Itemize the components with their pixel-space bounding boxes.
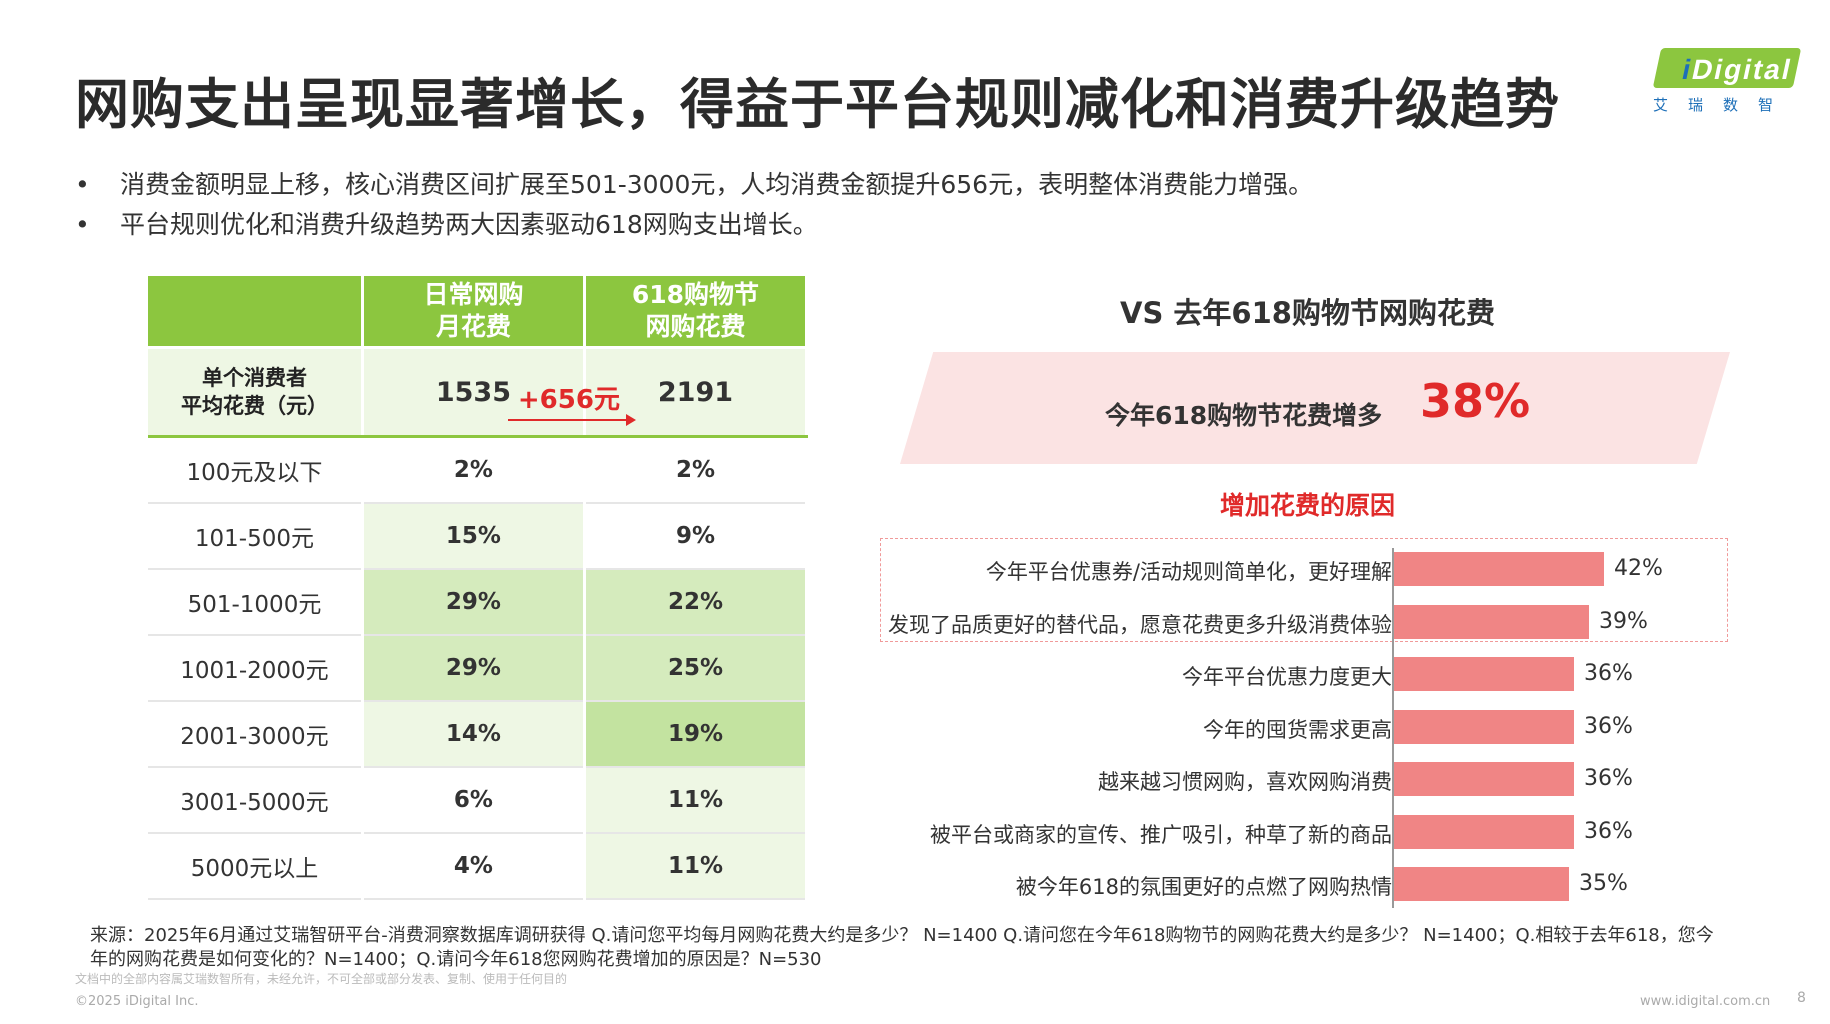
summary-bullets: • 消费金额明显上移，核心消费区间扩展至501-3000元，人均消费金额提升656… — [75, 165, 1313, 245]
reasons-title: 增加花费的原因 — [1220, 491, 1396, 520]
cell-618: 11% — [584, 833, 809, 900]
fine-print: 文档中的全部内容属艾瑞数智所有，未经允许，不可全部或部分发表、复制、使用于任何目… — [75, 972, 568, 986]
logo-text: Digital — [1689, 54, 1796, 85]
table-row: 3001-5000元 6% 11% — [148, 767, 809, 834]
bar-label: 今年的囤货需求更高 — [1203, 717, 1392, 742]
bar — [1394, 657, 1574, 691]
header-618: 618购物节 网购花费 — [584, 276, 809, 349]
bullet-item: • 平台规则优化和消费升级趋势两大因素驱动618网购支出增长。 — [75, 205, 1313, 245]
cell-618: 19% — [584, 701, 809, 768]
row-label: 5000元以上 — [148, 833, 364, 900]
bar-row: 今年的囤货需求更高 36% — [880, 709, 1633, 744]
increase-arrow — [507, 413, 636, 426]
increase-label: +656元 — [517, 384, 620, 415]
cell-daily: 2% — [362, 436, 586, 504]
row-label: 2001-3000元 — [148, 701, 364, 768]
bullet-text: 平台规则优化和消费升级趋势两大因素驱动618网购支出增长。 — [120, 210, 818, 239]
vs-title: VS 去年618购物节网购花费 — [1120, 296, 1495, 330]
cell-618: 22% — [584, 569, 809, 636]
bar-row: 今年平台优惠力度更大 36% — [880, 657, 1633, 691]
bar-label: 被今年618的氛围更好的点燃了网购热情 — [1015, 875, 1392, 899]
bar — [1394, 604, 1589, 639]
row-label: 1001-2000元 — [148, 635, 364, 702]
bar — [1394, 867, 1569, 901]
bar-label: 发现了品质更好的替代品，愿意花费更多升级消费体验 — [888, 612, 1392, 637]
bar-label: 今年平台优惠力度更大 — [1182, 665, 1392, 689]
bar-value-label: 36% — [1584, 766, 1633, 791]
average-row: 单个消费者 平均花费（元） 1535 +656元 2191 — [148, 347, 809, 438]
bar-value-label: 36% — [1584, 818, 1633, 844]
bullet-mark: • — [75, 170, 90, 199]
cell-618: 11% — [584, 767, 809, 834]
cell-618: 25% — [584, 635, 809, 702]
header-daily: 日常网购 月花费 — [362, 276, 586, 349]
page-title: 网购支出呈现显著增长，得益于平台规则减化和消费升级趋势 — [75, 73, 1560, 136]
source-note: 来源：2025年6月通过艾瑞智研平台-消费洞察数据库调研获得 Q.请问您平均每月… — [90, 925, 1714, 970]
bar — [1394, 552, 1604, 586]
row-label: 101-500元 — [148, 503, 364, 570]
bullet-mark: • — [75, 210, 90, 239]
logo-badge: iDigital — [1652, 48, 1802, 88]
cell-daily: 29% — [362, 569, 586, 636]
cell-daily: 14% — [362, 701, 586, 768]
bar — [1394, 814, 1574, 849]
bar — [1394, 709, 1574, 744]
table-row: 2001-3000元 14% 19% — [148, 701, 809, 768]
cell-daily: 29% — [362, 635, 586, 702]
logo-brand: iDigital — [1679, 54, 1795, 86]
logo-cn-text: 艾瑞数智 — [1653, 96, 1794, 114]
bar-value-label: 36% — [1584, 713, 1633, 739]
banner-percent: 38% — [1420, 374, 1531, 428]
average-618-cell: +656元 2191 — [507, 347, 809, 438]
row-label: 501-1000元 — [148, 569, 364, 636]
bar-value-label: 39% — [1599, 608, 1648, 634]
cell-daily: 4% — [362, 833, 586, 900]
bar-row: 越来越习惯网购，喜欢网购消费 36% — [880, 762, 1633, 796]
bar-value-label: 42% — [1614, 556, 1663, 581]
bar-label: 越来越习惯网购，喜欢网购消费 — [1098, 770, 1392, 794]
highlight-box — [880, 538, 1728, 642]
website: www.idigital.com.cn — [1640, 994, 1771, 1009]
page-number: 8 — [1797, 990, 1806, 1006]
increase-banner: 今年618购物节花费增多 38% — [900, 352, 1730, 464]
cell-daily: 15% — [362, 503, 586, 570]
row-label: 100元及以下 — [148, 436, 364, 504]
row-label: 3001-5000元 — [148, 767, 364, 834]
cell-618: 2% — [584, 436, 809, 504]
table-row: 5000元以上 4% 11% — [148, 833, 809, 900]
bullet-text: 消费金额明显上移，核心消费区间扩展至501-3000元，人均消费金额提升656元… — [120, 170, 1314, 199]
table-row: 501-1000元 29% 22% — [148, 569, 809, 636]
bullet-item: • 消费金额明显上移，核心消费区间扩展至501-3000元，人均消费金额提升656… — [75, 165, 1313, 205]
table-header-empty — [148, 276, 364, 349]
table-row: 100元及以下 2% 2% — [148, 436, 809, 504]
bar-row: 发现了品质更好的替代品，愿意花费更多升级消费体验 39% — [880, 604, 1648, 639]
average-618: 2191 — [657, 376, 734, 408]
bar-label: 被平台或商家的宣传、推广吸引，种草了新的商品 — [930, 822, 1392, 847]
copyright: ©2025 iDigital Inc. — [75, 994, 199, 1009]
spending-table: 日常网购 月花费 618购物节 网购花费 单个消费者 平均花费（元） 1535 … — [148, 276, 809, 900]
bar-value-label: 36% — [1584, 661, 1633, 686]
average-label: 单个消费者 平均花费（元） — [148, 347, 364, 438]
table-header-row: 日常网购 月花费 618购物节 网购花费 — [148, 276, 809, 349]
bar-row: 被平台或商家的宣传、推广吸引，种草了新的商品 36% — [880, 814, 1633, 849]
bar-label: 今年平台优惠券/活动规则简单化，更好理解 — [985, 560, 1392, 584]
cell-618: 9% — [584, 503, 809, 570]
idigital-logo: iDigital 艾瑞数智 — [1645, 48, 1805, 115]
bar-row: 今年平台优惠券/活动规则简单化，更好理解 42% — [880, 552, 1663, 586]
bar-value-label: 35% — [1579, 871, 1628, 896]
bar-row: 被今年618的氛围更好的点燃了网购热情 35% — [880, 867, 1628, 901]
banner-text: 今年618购物节花费增多 — [1105, 401, 1383, 430]
table-row: 101-500元 15% 9% — [148, 503, 809, 570]
cell-daily: 6% — [362, 767, 586, 834]
chart-axis — [1392, 548, 1394, 908]
average-daily: 1535 — [362, 347, 586, 438]
bar — [1394, 762, 1574, 796]
table-row: 1001-2000元 29% 25% — [148, 635, 809, 702]
